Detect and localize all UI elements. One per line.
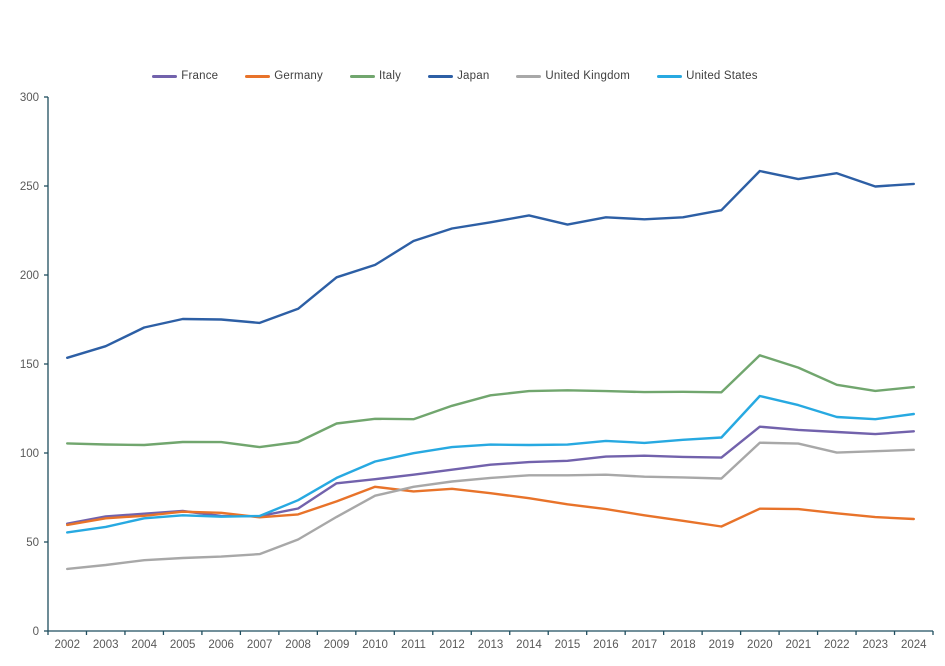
x-tick-label-2008: 2008	[285, 639, 311, 651]
x-tick-label-2011: 2011	[401, 639, 426, 651]
y-tick-label-0: 0	[33, 626, 39, 638]
x-tick-label-2020: 2020	[747, 639, 773, 651]
x-tick-label-2019: 2019	[709, 639, 735, 651]
series-line-japan	[65, 169, 915, 359]
series-line-united-kingdom	[65, 441, 915, 571]
series-line-germany	[65, 485, 915, 528]
x-tick-label-2010: 2010	[362, 639, 388, 651]
x-tick-label-2021: 2021	[786, 639, 812, 651]
x-tick-label-2016: 2016	[593, 639, 619, 651]
y-tick-label-50: 50	[26, 537, 39, 549]
series-line-france	[65, 425, 915, 525]
y-tick-label-250: 250	[20, 181, 39, 193]
x-tick-label-2022: 2022	[824, 639, 850, 651]
x-tick-label-2004: 2004	[131, 639, 157, 651]
x-tick-label-2013: 2013	[478, 639, 504, 651]
x-tick-label-2017: 2017	[632, 639, 658, 651]
series-line-italy	[65, 354, 915, 449]
x-tick-label-2003: 2003	[93, 639, 119, 651]
x-tick-label-2002: 2002	[54, 639, 80, 651]
x-tick-label-2024: 2024	[901, 639, 927, 651]
x-tick-label-2018: 2018	[670, 639, 696, 651]
x-tick-label-2007: 2007	[247, 639, 273, 651]
y-tick-label-100: 100	[20, 448, 39, 460]
x-tick-label-2005: 2005	[170, 639, 196, 651]
x-tick-label-2009: 2009	[324, 639, 350, 651]
x-tick-label-2014: 2014	[516, 639, 542, 651]
x-tick-label-2023: 2023	[862, 639, 888, 651]
x-tick-label-2012: 2012	[439, 639, 465, 651]
x-tick-label-2015: 2015	[555, 639, 581, 651]
y-tick-label-300: 300	[20, 92, 39, 104]
y-tick-label-200: 200	[20, 270, 39, 282]
x-tick-label-2006: 2006	[208, 639, 234, 651]
y-tick-label-150: 150	[20, 359, 39, 371]
series-line-united-states	[65, 394, 915, 534]
